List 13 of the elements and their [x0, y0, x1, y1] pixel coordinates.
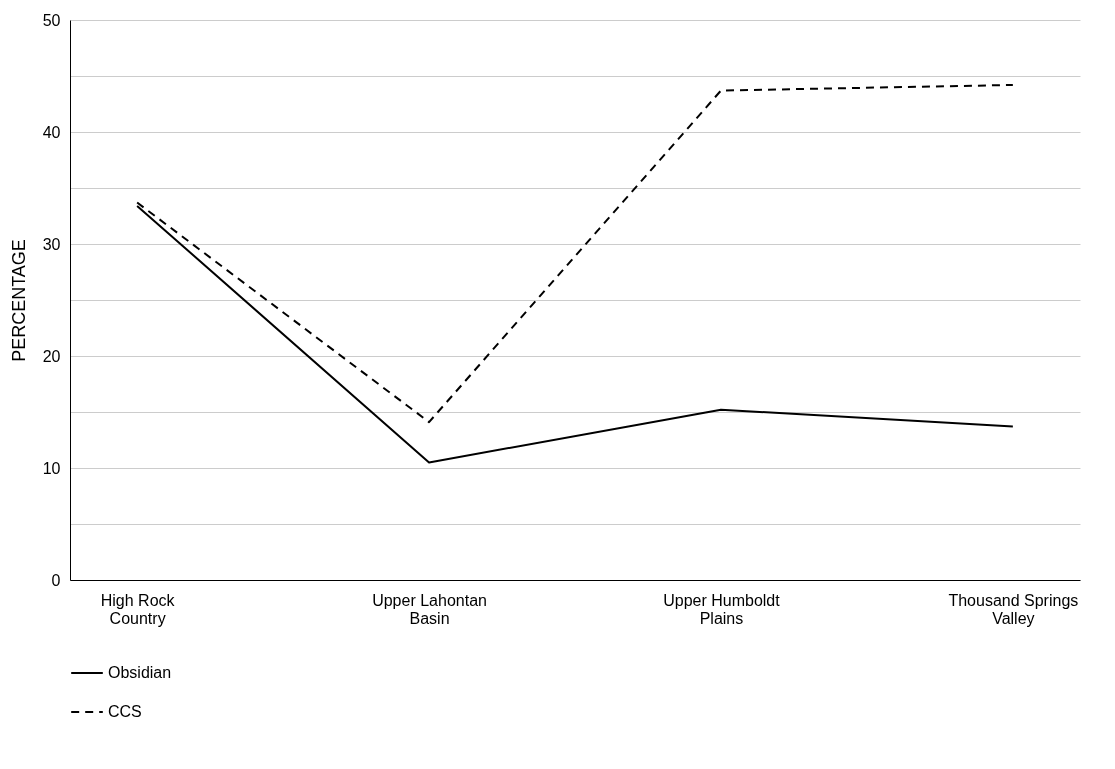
y-tick-label: 30	[42, 235, 61, 253]
legend-label: Obsidian	[108, 664, 172, 681]
x-tick-label: Upper Lahontan Basin	[372, 591, 487, 627]
x-tick-label: High Rock Country	[100, 591, 176, 627]
y-axis-title: PERCENTAGE	[8, 239, 29, 362]
x-tick-label: Upper Humboldt Plains	[663, 591, 781, 627]
legend-label: CCS	[108, 703, 142, 720]
x-tick-label: Thousand Springs Valley	[948, 591, 1079, 627]
y-tick-label: 40	[42, 123, 61, 141]
y-tick-label: 0	[51, 571, 61, 589]
y-tick-label: 20	[42, 347, 61, 365]
y-tick-label: 10	[42, 459, 61, 477]
y-tick-label: 50	[42, 11, 61, 29]
